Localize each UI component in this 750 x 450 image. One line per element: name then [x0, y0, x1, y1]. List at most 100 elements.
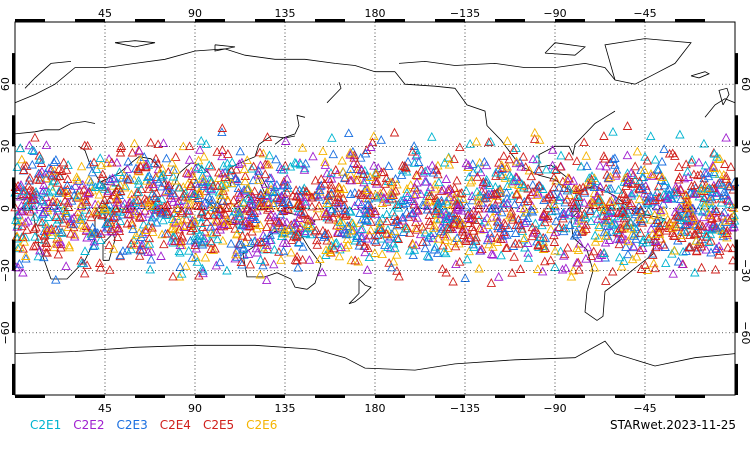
observation-marker: [151, 217, 162, 227]
observation-marker: [574, 222, 584, 232]
observation-marker: [281, 238, 292, 248]
observation-marker: [346, 206, 356, 216]
observation-marker: [274, 216, 284, 226]
observation-marker: [465, 233, 476, 242]
observation-marker: [255, 147, 265, 157]
observation-marker: [438, 184, 449, 194]
observation-marker: [346, 225, 356, 235]
observation-marker: [76, 199, 87, 208]
observation-marker: [577, 213, 587, 223]
observation-marker: [676, 204, 686, 213]
observation-marker: [282, 180, 293, 190]
observation-marker: [628, 241, 639, 251]
observation-marker: [661, 258, 671, 268]
observation-marker: [614, 239, 625, 249]
observation-marker: [428, 167, 439, 177]
observation-marker: [57, 166, 67, 175]
observation-marker: [374, 223, 385, 232]
observation-marker: [76, 161, 87, 171]
observation-marker: [293, 229, 303, 239]
observation-marker: [411, 204, 421, 214]
top-lon-label: −135: [450, 7, 480, 20]
observation-marker: [212, 146, 222, 156]
observation-marker: [581, 150, 592, 160]
observation-marker: [56, 185, 66, 195]
observation-marker: [15, 143, 25, 152]
observation-marker: [519, 180, 529, 190]
observation-marker: [473, 191, 483, 201]
observation-marker: [467, 159, 478, 168]
observation-marker: [543, 192, 554, 202]
observation-marker: [269, 259, 279, 269]
observation-marker: [588, 246, 599, 256]
observation-marker: [291, 191, 302, 201]
observation-marker: [58, 157, 69, 167]
observation-marker: [587, 171, 597, 181]
observation-marker: [176, 236, 187, 245]
observation-marker: [59, 205, 69, 214]
observation-marker: [69, 231, 80, 241]
observation-marker: [258, 242, 268, 252]
observation-marker: [63, 202, 74, 211]
observation-marker: [168, 171, 179, 181]
observation-marker: [312, 235, 322, 245]
observation-marker: [129, 138, 140, 148]
observation-marker: [233, 183, 244, 193]
observation-marker: [493, 271, 504, 281]
observation-marker: [37, 166, 47, 176]
observation-marker: [689, 180, 700, 190]
observation-marker: [336, 242, 346, 252]
observation-marker: [15, 242, 25, 251]
right-lat-label: −60: [739, 321, 750, 344]
observation-marker: [568, 265, 579, 275]
observation-marker: [156, 251, 166, 260]
observation-marker: [170, 224, 180, 234]
observation-marker: [596, 250, 607, 259]
observation-marker: [126, 238, 136, 248]
observation-marker: [62, 180, 73, 190]
frame-tick-top: [15, 19, 45, 22]
observation-marker: [436, 186, 447, 195]
observation-marker: [543, 211, 553, 220]
observation-marker: [492, 188, 502, 197]
observation-marker: [19, 165, 29, 174]
observation-marker: [360, 213, 371, 223]
observation-marker: [484, 189, 494, 198]
observation-marker: [128, 224, 138, 233]
observation-marker: [22, 191, 33, 201]
observation-marker: [22, 202, 33, 211]
observation-marker: [350, 235, 360, 245]
observation-marker: [133, 175, 144, 185]
observation-marker: [496, 223, 506, 232]
observation-marker: [265, 230, 275, 239]
observation-marker: [330, 197, 341, 207]
observation-marker: [301, 192, 312, 201]
observation-marker: [444, 184, 454, 194]
observation-marker: [405, 245, 415, 255]
observation-marker: [497, 207, 507, 217]
frame-tick-right: [735, 363, 738, 395]
observation-marker: [186, 188, 197, 198]
observation-marker: [489, 189, 500, 199]
observation-marker: [490, 182, 501, 191]
observation-marker: [197, 170, 208, 180]
observation-marker: [61, 188, 71, 197]
observation-marker: [146, 254, 156, 264]
observation-marker: [125, 173, 135, 183]
observation-marker: [271, 186, 281, 196]
observation-marker: [52, 177, 63, 187]
observation-marker: [397, 212, 408, 222]
observation-marker: [416, 188, 426, 198]
observation-marker: [318, 146, 328, 156]
observation-marker: [465, 177, 476, 187]
observation-marker: [228, 216, 238, 225]
coastline-0: [14, 48, 395, 104]
observation-marker: [356, 231, 367, 240]
observation-marker: [54, 188, 64, 197]
observation-marker: [511, 189, 522, 198]
observation-marker: [29, 224, 39, 233]
observation-marker: [586, 174, 597, 184]
observation-marker: [264, 159, 274, 169]
observation-marker: [113, 232, 123, 241]
coastline-14: [398, 60, 616, 81]
